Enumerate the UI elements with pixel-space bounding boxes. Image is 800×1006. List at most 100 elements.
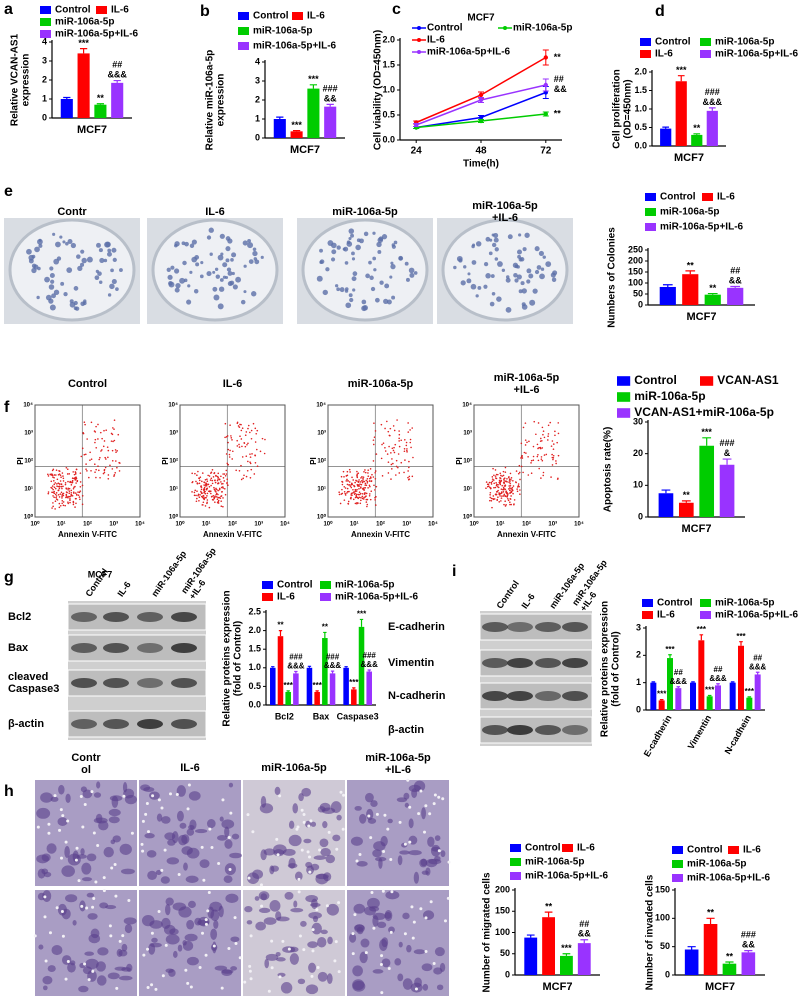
colony [215, 274, 221, 279]
x-tick-label: MCF7 [290, 144, 320, 156]
event-dot [217, 493, 219, 496]
event-dot [350, 486, 353, 489]
legend-label: miR-106a-5p+IL-6 [335, 592, 419, 603]
cell [408, 784, 422, 793]
event-dot [393, 446, 395, 449]
event-dot [502, 488, 505, 491]
legend-label: Control [55, 5, 91, 16]
legend-swatch [700, 376, 714, 386]
colony [45, 294, 52, 301]
event-dot [238, 443, 240, 446]
bar [719, 464, 735, 517]
event-dot [502, 470, 505, 473]
cell [161, 816, 171, 824]
event-dot [110, 440, 113, 442]
error-bar [271, 666, 275, 668]
colony [489, 301, 495, 307]
cell [118, 949, 128, 957]
pore [358, 853, 362, 857]
cell [165, 897, 174, 906]
event-dot [391, 447, 394, 450]
event-dot [95, 468, 97, 471]
y-tick-label: 2.5 [248, 606, 261, 616]
flow-plot [179, 404, 286, 518]
event-dot [546, 439, 549, 441]
pore [200, 845, 204, 849]
colony [50, 279, 55, 284]
cell [221, 969, 234, 974]
cell [143, 787, 155, 793]
event-dot [51, 474, 54, 477]
event-dot [60, 485, 63, 488]
bar [273, 119, 286, 138]
event-dot [53, 474, 56, 476]
cell [354, 805, 362, 811]
event-dot [191, 491, 193, 493]
event-dot [76, 479, 79, 482]
colony [343, 246, 349, 252]
legend-label: miR-106a-5p+IL-6 [427, 47, 511, 58]
event-dot [552, 454, 555, 457]
colony [485, 236, 491, 242]
event-dot [256, 465, 259, 467]
colony [193, 289, 199, 294]
event-dot [516, 490, 519, 493]
event-dot [536, 443, 539, 446]
event-dot [551, 464, 554, 466]
significance-label: ** [97, 93, 105, 103]
pore [353, 913, 357, 917]
legend-label: miR-106a-5p+IL-6 [687, 873, 771, 884]
colony [373, 268, 377, 272]
event-dot [554, 434, 556, 437]
colony [219, 233, 225, 239]
legend-swatch [417, 26, 421, 30]
cell [80, 848, 85, 856]
cell [434, 835, 441, 841]
colony [494, 257, 499, 261]
event-dot [244, 445, 247, 448]
event-dot [196, 497, 198, 500]
cell [406, 944, 412, 953]
event-dot [198, 477, 200, 479]
event-dot [75, 494, 78, 496]
flow-tick-label: 10⁴ [168, 403, 178, 409]
event-dot [88, 476, 90, 479]
event-dot [55, 474, 57, 476]
event-dot [387, 461, 390, 463]
event-dot [532, 459, 535, 461]
event-dot [61, 494, 63, 496]
pore [302, 813, 306, 817]
bar [77, 53, 90, 118]
event-dot [215, 496, 218, 498]
event-dot [346, 470, 349, 473]
x-tick-label: N-cadhein [723, 713, 753, 756]
error-bar [706, 917, 715, 924]
event-dot [73, 477, 76, 480]
event-dot [406, 448, 408, 450]
event-dot [491, 478, 494, 480]
event-dot [114, 449, 117, 451]
y-tick-label: 1.0 [248, 662, 261, 672]
event-dot [367, 469, 370, 471]
cell [384, 912, 392, 919]
cell [289, 953, 299, 965]
event-dot [47, 491, 50, 493]
significance-label: *** [349, 678, 359, 687]
event-dot [375, 453, 378, 455]
cell [427, 836, 435, 848]
event-dot [541, 447, 544, 449]
panel-letter: d [655, 3, 665, 20]
event-dot [101, 449, 103, 451]
event-dot [65, 493, 68, 496]
event-dot [252, 422, 255, 425]
cell [58, 784, 65, 795]
event-dot [500, 500, 502, 502]
event-dot [390, 463, 393, 466]
event-dot [226, 478, 229, 481]
error-bar [716, 683, 720, 686]
event-dot [107, 456, 109, 459]
event-dot [491, 506, 493, 509]
pore [233, 916, 237, 920]
legend-swatch [645, 208, 656, 216]
event-dot [372, 443, 375, 446]
